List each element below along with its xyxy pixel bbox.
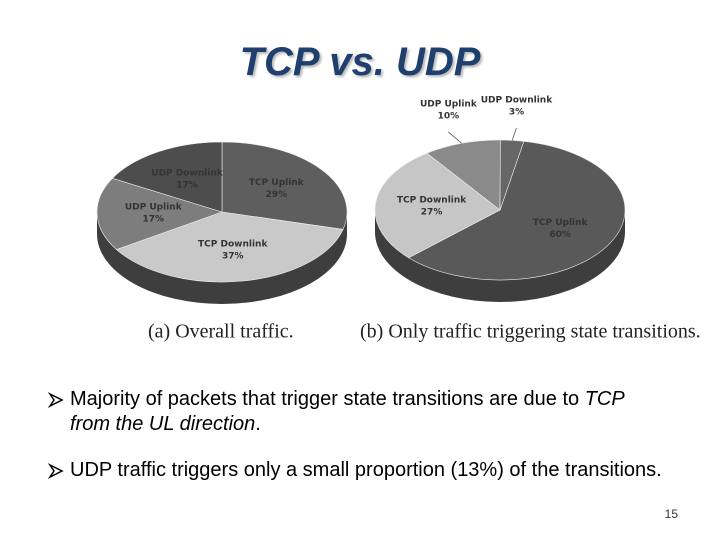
pie-slice (374, 152, 501, 259)
bullet-arrow (48, 392, 64, 408)
slice-value: 29% (266, 190, 288, 200)
pie-slice (426, 139, 501, 211)
slice-label: UDP Uplink (125, 203, 183, 213)
slice-value: 10% (438, 112, 460, 122)
slice-label: UDP Downlink (481, 95, 553, 105)
text: . (255, 413, 261, 435)
text: UDP traffic triggers only a small propor… (70, 459, 662, 481)
chart-caption: (b) Only traffic triggering state transi… (360, 321, 701, 343)
slice-value: 37% (222, 252, 244, 262)
slice-value: 3% (509, 107, 524, 117)
slice-label: TCP Downlink (198, 240, 268, 250)
bullet-arrow (48, 463, 64, 479)
pie-slice (111, 141, 223, 213)
leader-line (448, 131, 463, 144)
chart-caption: (a) Overall traffic. (148, 321, 294, 343)
slice-value: 17% (143, 215, 165, 225)
slice-label: TCP Downlink (397, 196, 467, 206)
slice-value: 17% (176, 180, 198, 190)
leader-line (511, 127, 517, 141)
slice-label: TCP Uplink (533, 218, 589, 228)
charts: TCP Uplink 29% TCP Downlink 37% UDP Uplink 17… (96, 95, 701, 343)
bullet: Majority of packets that trigger state t… (48, 387, 668, 437)
slice-label: TCP Uplink (249, 178, 305, 188)
bullet: UDP traffic triggers only a small propor… (48, 458, 668, 483)
slice-label: UDP Uplink (420, 100, 478, 110)
bullet-text: Majority of packets that trigger state t… (70, 387, 668, 437)
pie-slice (407, 140, 626, 281)
bullet-text: UDP traffic triggers only a small propor… (70, 458, 668, 483)
emphasis: TCP from the UL direction (70, 388, 624, 435)
slice-value: 27% (421, 208, 443, 218)
slice-label: UDP Downlink (151, 168, 223, 178)
slide-title: TCP vs. UDP (239, 40, 481, 84)
text: Majority of packets that trigger state t… (70, 388, 585, 410)
pie-slice (221, 141, 348, 230)
slice-value: 60% (549, 230, 571, 240)
pie-slice (96, 177, 223, 250)
page-number: 15 (664, 507, 678, 521)
